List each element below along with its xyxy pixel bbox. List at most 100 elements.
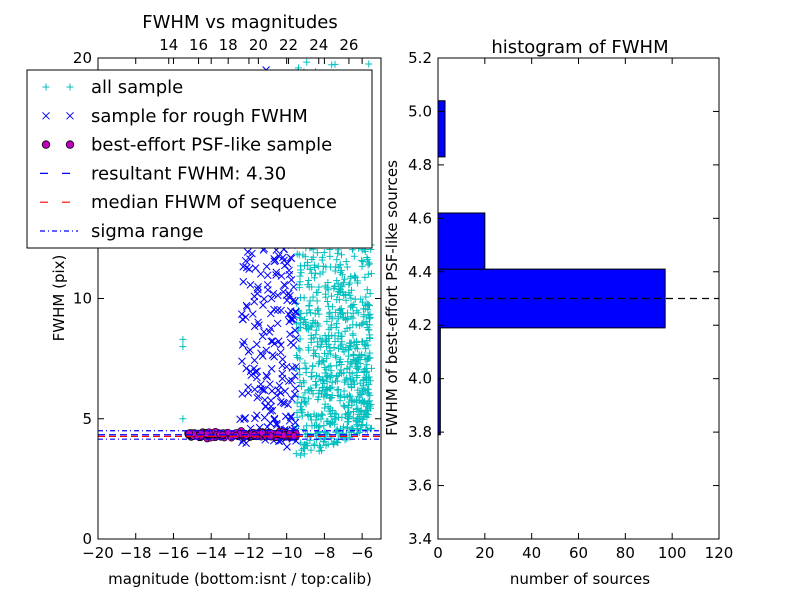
rough-sample-point — [284, 289, 293, 298]
all-sample-point — [327, 410, 335, 418]
all-sample-point — [363, 356, 371, 364]
histogram-y-tick-label: 4.6 — [408, 209, 432, 227]
all-sample-point — [301, 389, 309, 397]
all-sample-point — [356, 413, 364, 421]
all-sample-point — [351, 360, 359, 368]
rough-sample-point — [266, 309, 275, 318]
rough-sample-point — [288, 376, 296, 385]
all-sample-point — [326, 308, 334, 316]
all-sample-point — [342, 258, 350, 266]
all-sample-point — [293, 399, 301, 407]
rough-sample-point — [286, 330, 294, 339]
all-sample-point — [322, 336, 330, 344]
all-sample-point — [321, 331, 329, 339]
all-sample-point — [324, 298, 332, 306]
all-sample-point — [353, 338, 361, 346]
all-sample-point — [334, 335, 342, 343]
all-sample-point — [362, 293, 370, 301]
all-sample-point — [359, 377, 367, 385]
all-sample-point — [359, 319, 367, 327]
rough-sample-point — [273, 291, 282, 300]
all-sample-point — [362, 375, 370, 383]
all-sample-point — [366, 392, 374, 400]
rough-sample-point — [248, 249, 256, 258]
all-sample-point — [343, 263, 351, 271]
all-sample-point — [315, 353, 323, 361]
all-sample-point — [315, 360, 323, 368]
rough-sample-point — [260, 386, 269, 395]
all-sample-point — [346, 291, 354, 299]
all-sample-point — [342, 296, 350, 304]
all-sample-point — [334, 386, 342, 394]
all-sample-point — [360, 313, 368, 321]
all-sample-point — [333, 377, 341, 385]
all-sample-point — [304, 322, 312, 330]
all-sample-point — [350, 351, 358, 359]
rough-sample-point — [289, 341, 298, 349]
rough-sample-point — [291, 326, 299, 335]
histogram-ticks: 0 20 40 60 80 100 120 3.4 3.6 3.8 4.0 4.2 4.4 4.6 4.8 5… — [408, 49, 733, 562]
all-sample-point — [358, 351, 366, 359]
all-sample-point — [339, 279, 347, 287]
all-sample-point — [340, 292, 348, 300]
histogram-bars — [437, 100, 666, 436]
all-sample-point — [347, 358, 355, 366]
rough-sample-point — [266, 324, 275, 333]
all-sample-point — [325, 407, 333, 415]
rough-sample-point — [267, 364, 276, 373]
all-sample-point — [333, 439, 341, 447]
top-axis-tick-label: 14 — [159, 36, 178, 54]
all-sample-point — [314, 412, 322, 420]
all-sample-point — [305, 301, 313, 309]
all-sample-point — [333, 277, 341, 285]
all-sample-point — [307, 309, 315, 317]
rough-sample-point — [258, 352, 267, 360]
all-sample-point — [311, 378, 319, 386]
all-sample-point — [305, 276, 313, 284]
all-sample-point — [346, 375, 354, 383]
all-sample-point — [323, 354, 331, 362]
all-sample-point — [341, 290, 349, 298]
all-sample-point — [331, 409, 339, 417]
all-sample-point — [309, 319, 317, 327]
rough-sample-point — [239, 277, 248, 286]
rough-sample-point — [248, 310, 257, 318]
rough-sample-point — [279, 253, 287, 262]
all-sample-point — [364, 261, 372, 269]
rough-sample-point — [268, 337, 277, 346]
rough-sample-point — [277, 341, 285, 349]
all-sample-point — [306, 265, 314, 273]
histogram-bar — [437, 100, 446, 158]
rough-sample-point — [272, 419, 281, 428]
all-sample-point — [337, 432, 345, 440]
all-sample-point — [346, 342, 354, 350]
rough-sample-point — [284, 400, 292, 409]
scatter-plot: −20 −18 −16 −14 −12 −10 −8 −6 0 5 10 20 14 16 18 20 22 24… — [26, 12, 382, 588]
all-sample-point — [319, 377, 327, 385]
rough-sample-point — [245, 265, 253, 273]
all-sample-point — [336, 305, 344, 313]
rough-sample-point — [277, 397, 285, 406]
rough-sample-point — [237, 310, 246, 318]
all-sample-point — [355, 365, 363, 373]
rough-sample-point — [274, 386, 283, 395]
rough-sample-point — [274, 252, 283, 260]
all-sample-point — [363, 367, 371, 375]
all-sample-point — [327, 367, 335, 375]
all-sample-point — [298, 412, 306, 420]
all-sample-point — [347, 294, 355, 302]
all-sample-point — [327, 350, 335, 358]
rough-sample-point — [242, 301, 251, 310]
all-sample-point — [346, 279, 354, 287]
all-sample-point — [333, 320, 341, 328]
all-sample-point — [308, 283, 316, 291]
all-sample-point — [320, 422, 328, 430]
all-sample-point — [313, 249, 321, 257]
all-sample-point — [326, 252, 334, 260]
all-sample-point — [301, 253, 309, 261]
all-sample-point — [307, 338, 315, 346]
psf-sample-point — [232, 431, 240, 440]
all-sample-point — [306, 436, 314, 444]
rough-sample-point — [262, 262, 271, 271]
all-sample-point — [326, 373, 334, 381]
